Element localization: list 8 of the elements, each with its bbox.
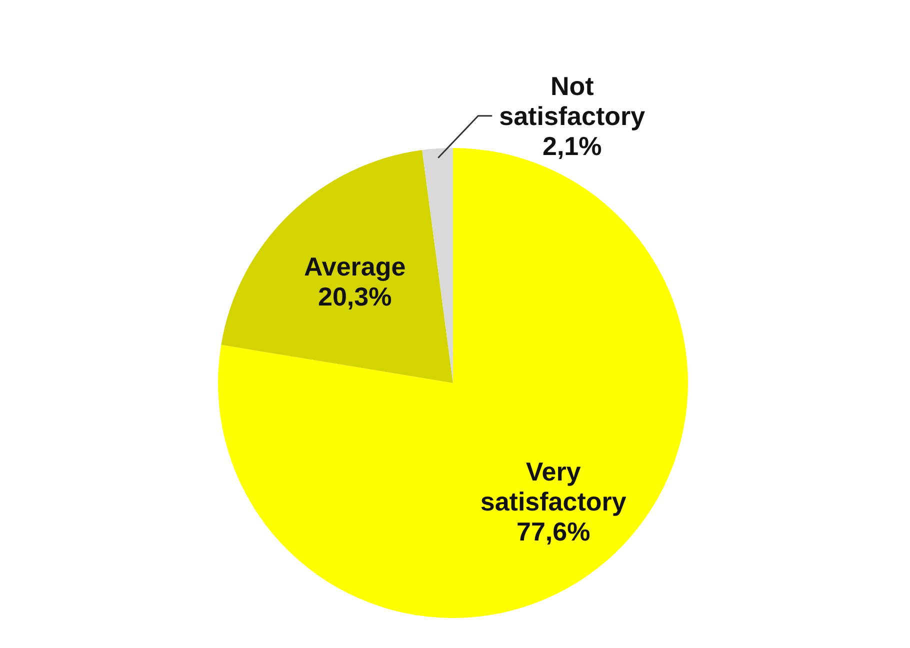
data-label: 2,1% bbox=[542, 130, 602, 161]
data-label: 77,6% bbox=[516, 516, 590, 546]
slice-label: Average bbox=[304, 252, 406, 282]
slice-label: Not satisfactory bbox=[499, 70, 646, 131]
pie-slice bbox=[221, 150, 453, 383]
pie-slice bbox=[422, 148, 453, 383]
data-label: 20,3% bbox=[318, 282, 392, 312]
slice-label: Very satisfactory bbox=[480, 456, 627, 516]
